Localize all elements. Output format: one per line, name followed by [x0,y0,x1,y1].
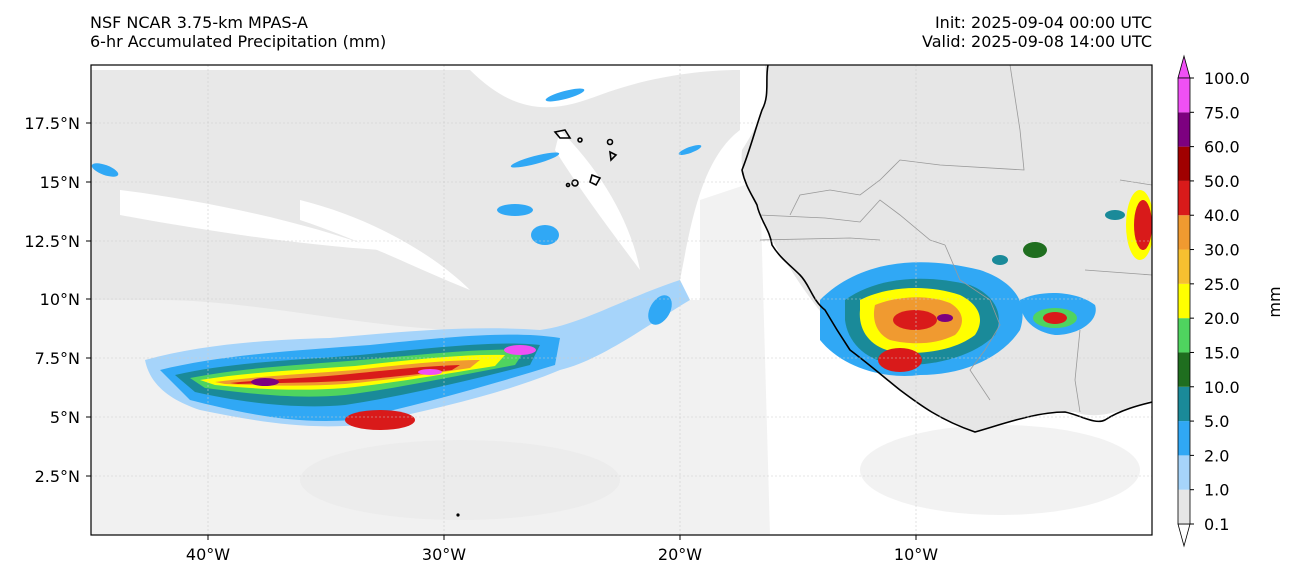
gridlines [91,65,1152,535]
colorbar-swatch [1178,215,1190,250]
colorbar-swatch [1178,78,1190,113]
colorbar-swatch [1178,455,1190,490]
colorbar-tick-label: 0.1 [1204,515,1229,534]
colorbar-swatch [1178,421,1190,456]
colorbar-tick-label: 60.0 [1204,138,1240,157]
colorbar-tick-label: 5.0 [1204,412,1229,431]
cape-verde-islands [553,129,618,188]
y-tick-label: 15°N [40,173,80,192]
dry-streaks [120,130,640,290]
precip-africa [820,190,1152,376]
colorbar-tick-label: 100.0 [1204,69,1250,88]
y-tick-label: 17.5°N [24,114,80,133]
colorbar-swatch [1178,112,1190,147]
colorbar-extend-min-arrow [1177,523,1191,548]
colorbar-frame [1177,77,1191,525]
valid-time: Valid: 2025-09-08 14:00 UTC [921,32,1152,51]
colorbar-swatch [1178,249,1190,284]
model-name: NSF NCAR 3.75-km MPAS-A [90,13,308,32]
colorbar-swatch [1178,386,1190,422]
colorbar-tick-label: 15.0 [1204,343,1240,362]
colorbar-tick-label: 2.0 [1204,446,1229,465]
x-tick-label: 30°W [422,545,466,564]
y-tick-label: 5°N [50,408,80,427]
map-frame [90,64,1153,536]
colorbar-tick-label: 40.0 [1204,206,1240,225]
coastline [741,65,1152,433]
y-tick-label: 7.5°N [35,349,80,368]
colorbar-tick-label: 1.0 [1204,481,1229,500]
colorbar-unit-label: mm [1265,286,1284,317]
field-name: 6-hr Accumulated Precipitation (mm) [90,32,387,51]
colorbar: 0.1 1.0 2.0 5.0 10.0 15.0 20.0 25.0 30.0 40.0 50.0… [1177,54,1250,548]
y-axis: 17.5°N 15°N 12.5°N 10°N 7.5°N 5°N 2.5°N [24,114,91,486]
colorbar-swatch [1178,180,1190,216]
rainband-streaks [91,88,702,325]
map-title-left: NSF NCAR 3.75-km MPAS-A 6-hr Accumulated… [90,13,386,51]
x-tick-label: 40°W [186,545,230,564]
colorbar-extend-max-arrow [1177,54,1191,79]
x-tick-label: 20°W [658,545,702,564]
map-title-right: Init: 2025-09-04 00:00 UTC Valid: 2025-0… [922,13,1152,51]
colorbar-tick-label: 10.0 [1204,378,1240,397]
map-plot-area [91,65,1152,535]
y-tick-label: 2.5°N [35,467,80,486]
colorbar-tick-label: 25.0 [1204,275,1240,294]
y-tick-label: 10°N [40,290,80,309]
island-dot [456,513,460,517]
colorbar-tick-label: 75.0 [1204,103,1240,122]
x-tick-label: 10°W [894,545,938,564]
colorbar-swatch [1178,489,1190,524]
precip-band-itcz [145,280,690,430]
colorbar-swatch [1178,352,1190,387]
country-borders [759,65,1152,413]
x-axis: 40°W 30°W 20°W 10°W [186,535,938,564]
colorbar-swatch [1178,318,1190,353]
y-tick-label: 12.5°N [24,232,80,251]
colorbar-tick-label: 50.0 [1204,172,1240,191]
init-time: Init: 2025-09-04 00:00 UTC [934,13,1152,32]
colorbar-swatch [1178,283,1190,319]
colorbar-swatch [1178,146,1190,181]
colorbar-tick-label: 20.0 [1204,309,1240,328]
colorbar-tick-label: 30.0 [1204,241,1240,260]
